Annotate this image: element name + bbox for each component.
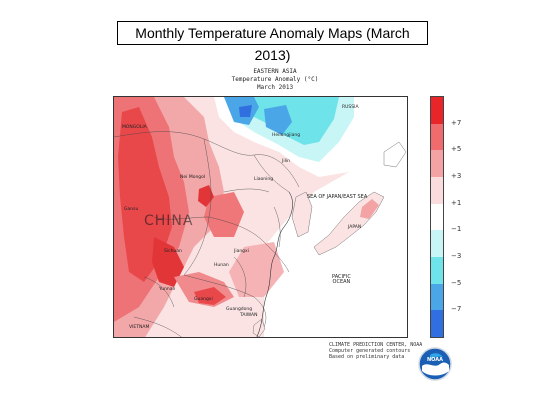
credit-line-source: CLIMATE PREDICTION CENTER, NOAA xyxy=(329,342,423,348)
place-label-vietnam: VIETNAM xyxy=(129,325,150,330)
map-credits: CLIMATE PREDICTION CENTER, NOAA Computer… xyxy=(329,342,422,360)
anomaly-map: CHINA MONGOLIA RUSSIA Heilongjiang Jilin… xyxy=(113,96,408,338)
anomaly-map-graphic xyxy=(114,97,407,337)
place-label-japan: JAPAN xyxy=(348,225,362,230)
place-label-gansu: Gansu xyxy=(124,207,139,212)
color-legend xyxy=(430,96,444,338)
credit-line-method: Computer generated contours xyxy=(329,348,411,354)
legend-label: +3 xyxy=(451,172,462,180)
place-label-jilin: Jilin xyxy=(282,159,290,164)
legend-swatch xyxy=(431,150,443,177)
legend-swatch xyxy=(431,177,443,204)
legend-swatch xyxy=(431,203,443,231)
place-label-pacific-ocean: PACIFIC OCEAN xyxy=(332,274,351,285)
map-header: EASTERN ASIA Temperature Anomaly (°C) Ma… xyxy=(200,68,350,92)
place-label-jiangxi: Jiangxi xyxy=(234,249,249,254)
place-label-russia: RUSSIA xyxy=(342,105,359,110)
place-label-hunan: Hunan xyxy=(214,263,229,268)
place-label-sichuan: Sichuan xyxy=(164,249,182,254)
legend-swatch xyxy=(431,257,443,284)
place-label-liaoning: Liaoning xyxy=(254,177,274,182)
place-label-taiwan: TAIWAN xyxy=(240,313,258,318)
map-date-title: March 2013 xyxy=(256,84,294,91)
place-label-guangxi: Guangxi xyxy=(194,297,213,302)
place-label-china: CHINA xyxy=(144,213,194,229)
map-variable-title: Temperature Anomaly (°C) xyxy=(231,76,319,83)
legend-label: +5 xyxy=(451,145,462,154)
noaa-logo: NOAA xyxy=(418,347,452,381)
place-label-yunnan: Yunnan xyxy=(159,287,176,292)
credit-line-data: Based on preliminary data xyxy=(329,354,405,360)
legend-label: −7 xyxy=(451,305,462,314)
legend-swatch xyxy=(431,230,443,257)
place-label-guangdong: Guangdong xyxy=(226,307,253,312)
legend-label: +7 xyxy=(451,118,462,127)
slide-title: Monthly Temperature Anomaly Maps (March … xyxy=(117,21,428,63)
legend-label: −5 xyxy=(451,278,462,287)
legend-swatch xyxy=(431,310,443,337)
legend-label: +1 xyxy=(451,198,462,207)
place-label-heilongjiang: Heilongjiang xyxy=(272,133,301,138)
legend-label: −3 xyxy=(451,252,462,260)
legend-swatch xyxy=(431,97,443,124)
noaa-logo-text: NOAA xyxy=(427,357,443,363)
place-label-sea-of-japan: SEA OF JAPAN/EAST SEA xyxy=(307,194,368,200)
legend-swatch xyxy=(431,123,443,151)
place-label-mongolia: MONGOLIA xyxy=(122,125,147,130)
legend-swatch xyxy=(431,283,443,311)
map-region-title: EASTERN ASIA xyxy=(253,68,297,75)
legend-label: −1 xyxy=(451,225,462,234)
place-label-nei-mongol: Nei Mongol xyxy=(180,175,206,180)
